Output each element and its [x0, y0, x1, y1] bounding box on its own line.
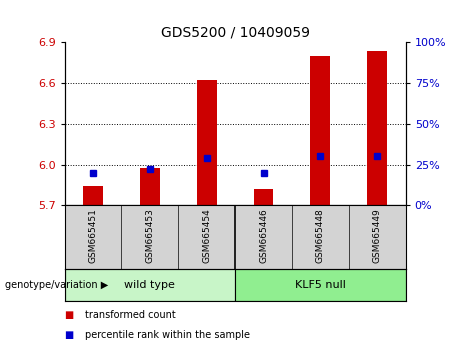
- Bar: [367, 51, 387, 205]
- Text: ■: ■: [65, 330, 74, 339]
- Bar: [254, 189, 273, 205]
- Text: ■: ■: [65, 310, 74, 320]
- Text: GSM665451: GSM665451: [89, 209, 97, 263]
- Text: percentile rank within the sample: percentile rank within the sample: [85, 330, 250, 339]
- Title: GDS5200 / 10409059: GDS5200 / 10409059: [160, 26, 310, 40]
- Bar: [83, 186, 103, 205]
- Bar: [310, 56, 331, 205]
- Bar: [140, 168, 160, 205]
- Bar: [235, 269, 406, 301]
- Text: transformed count: transformed count: [85, 310, 176, 320]
- Text: genotype/variation ▶: genotype/variation ▶: [5, 280, 108, 290]
- Text: GSM665448: GSM665448: [316, 209, 325, 263]
- Text: GSM665449: GSM665449: [373, 209, 382, 263]
- Bar: [197, 80, 217, 205]
- Text: KLF5 null: KLF5 null: [295, 280, 346, 290]
- Text: GSM665453: GSM665453: [145, 209, 154, 263]
- Text: GSM665446: GSM665446: [259, 209, 268, 263]
- Bar: [65, 269, 235, 301]
- Text: GSM665454: GSM665454: [202, 209, 211, 263]
- Text: wild type: wild type: [124, 280, 175, 290]
